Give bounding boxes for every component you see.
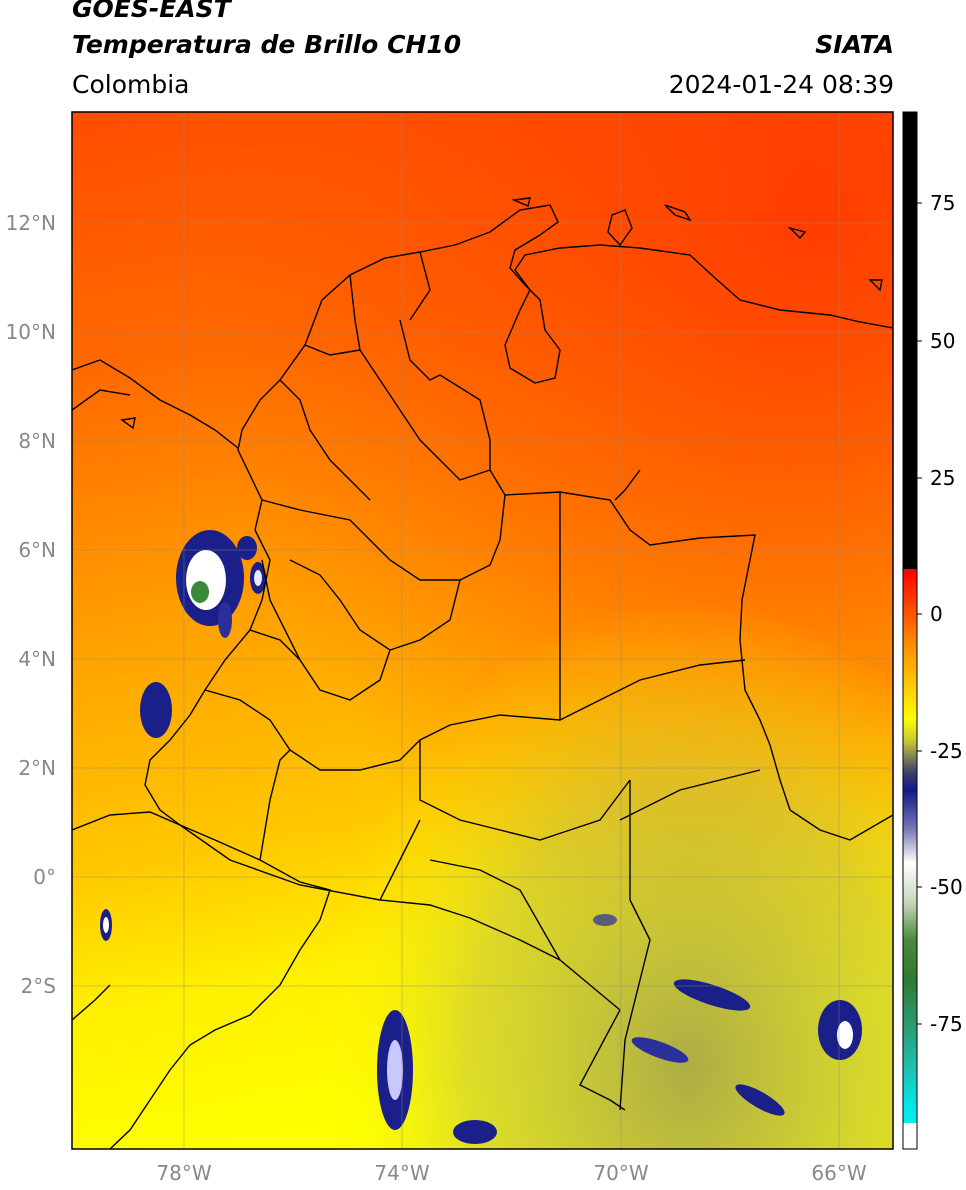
- lon-label-66w: 66°W: [811, 1161, 866, 1185]
- colorbar-tick-minus-50: -50: [930, 875, 963, 899]
- organization-label: SIATA: [815, 30, 894, 59]
- colorbar-tick-75: 75: [930, 191, 955, 215]
- colorbar-white-segment: [903, 1123, 917, 1149]
- graticule: [72, 112, 893, 1149]
- colorbar-gradient: [903, 569, 917, 1123]
- lon-label-78w: 78°W: [156, 1161, 211, 1185]
- lat-label-10n: 10°N: [6, 320, 56, 344]
- lon-label-74w: 74°W: [374, 1161, 429, 1185]
- lat-label-2n: 2°N: [18, 756, 56, 780]
- title-line-2: Temperatura de Brillo CH10: [72, 30, 462, 59]
- title-line-1: GOES-EAST: [72, 0, 231, 23]
- colorbar-frame: [902, 111, 918, 1150]
- lat-label-4n: 4°N: [18, 647, 56, 671]
- lon-label-70w: 70°W: [593, 1161, 648, 1185]
- timestamp-label: 2024-01-24 08:39: [668, 70, 894, 99]
- region-label: Colombia: [72, 70, 190, 99]
- temperature-field: [72, 112, 893, 1149]
- longitude-labels: 78°W 74°W 70°W 66°W: [156, 1161, 866, 1185]
- map-frame: [71, 111, 894, 1150]
- boundaries: [72, 197, 893, 1149]
- lat-label-0: 0°: [33, 865, 56, 889]
- lat-label-2s: 2°S: [21, 974, 56, 998]
- colorbar: 75 50 25 0 -25 -50 -75: [902, 111, 963, 1150]
- lat-label-6n: 6°N: [18, 538, 56, 562]
- colorbar-black-segment: [903, 112, 917, 569]
- latitude-labels: 12°N 10°N 8°N 6°N 4°N 2°N 0° 2°S: [6, 211, 56, 998]
- colorbar-tick-25: 25: [930, 466, 955, 490]
- colorbar-tick-50: 50: [930, 329, 955, 353]
- lat-label-8n: 8°N: [18, 429, 56, 453]
- cloud-tops: [100, 530, 862, 1144]
- colorbar-tick-minus-25: -25: [930, 739, 963, 763]
- colorbar-tick-minus-75: -75: [930, 1012, 963, 1036]
- colorbar-tick-0: 0: [930, 602, 943, 626]
- lat-label-12n: 12°N: [6, 211, 56, 235]
